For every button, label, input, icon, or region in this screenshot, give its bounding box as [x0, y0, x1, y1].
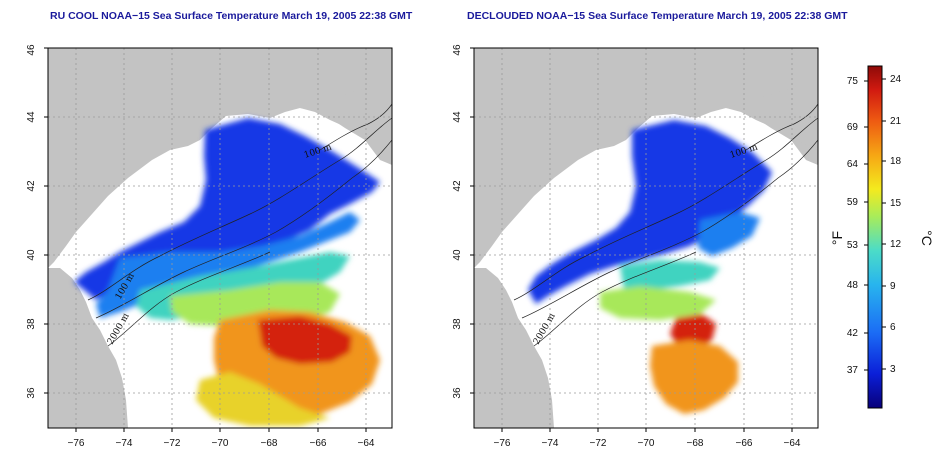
x-tick-label: −68	[687, 438, 704, 449]
sst-green-band	[600, 286, 716, 320]
x-tick-label: −70	[212, 438, 229, 449]
x-tick-label: −66	[310, 438, 327, 449]
celsius-unit-label: °C	[919, 230, 935, 246]
y-tick-label: 46	[26, 44, 37, 56]
y-tick-label: 42	[452, 180, 463, 192]
fahrenheit-tick-label: 53	[847, 240, 859, 251]
x-tick-labels-right: −76 −74 −72 −70 −68 −66 −64	[494, 438, 801, 449]
fahrenheit-tick-label: 37	[847, 365, 859, 376]
fahrenheit-tick-labels: 75 69 64 59 53 48 42 37	[847, 76, 859, 376]
x-tick-label: −68	[261, 438, 278, 449]
sst-cool-shelf	[698, 212, 760, 256]
sst-warm-eddy	[650, 340, 738, 414]
land-nova-scotia	[726, 82, 818, 150]
y-tick-label: 38	[26, 318, 37, 330]
y-tick-labels-left: 36 38 40 42 44 46	[26, 44, 37, 399]
sst-teal-band	[620, 260, 720, 290]
colorbar-ticks	[864, 78, 886, 371]
fahrenheit-tick-label: 42	[847, 328, 859, 339]
celsius-tick-labels: 24 21 18 15 12 9 6 3	[890, 74, 902, 375]
celsius-tick-label: 24	[890, 74, 902, 85]
x-tick-labels-left: −76 −74 −72 −70 −68 −66 −64	[68, 438, 375, 449]
celsius-tick-label: 12	[890, 239, 902, 250]
celsius-tick-label: 3	[890, 364, 896, 375]
x-tick-label: −72	[164, 438, 181, 449]
ticks-left	[44, 47, 367, 432]
x-tick-label: −76	[68, 438, 85, 449]
fahrenheit-tick-label: 48	[847, 280, 859, 291]
fahrenheit-tick-label: 64	[847, 159, 859, 170]
grid-right	[474, 48, 818, 428]
y-tick-label: 38	[452, 318, 463, 330]
sst-hot-core	[670, 314, 716, 350]
y-tick-label: 42	[26, 180, 37, 192]
ticks-right	[470, 47, 793, 432]
colorbar-gradient	[867, 65, 883, 409]
sst-map-declouded: 100 m 2000 m −76 −74 −72 −70 −68 −66 −64…	[452, 44, 819, 449]
bathymetry-contours-right	[513, 103, 818, 347]
land-us-coast	[48, 268, 128, 428]
x-tick-label: −76	[494, 438, 511, 449]
x-tick-label: −74	[542, 438, 559, 449]
sst-yellow-edge	[196, 372, 330, 426]
fahrenheit-unit-label: °F	[829, 231, 845, 245]
x-tick-label: −64	[358, 438, 375, 449]
y-tick-label: 44	[26, 111, 37, 123]
celsius-tick-label: 21	[890, 116, 902, 127]
y-tick-label: 40	[26, 249, 37, 261]
celsius-tick-label: 15	[890, 198, 902, 209]
land-us-coast	[474, 268, 554, 428]
x-tick-label: −66	[736, 438, 753, 449]
fahrenheit-tick-label: 75	[847, 76, 859, 87]
bathymetry-contours-left	[87, 103, 392, 347]
sst-hot-core	[258, 316, 352, 364]
map-title-raw: RU COOL NOAA−15 Sea Surface Temperature …	[50, 10, 413, 22]
sst-map-raw: 100 m 2000 m 100 m −76 −74 −72 −70 −68 −…	[26, 44, 393, 449]
y-tick-labels-right: 36 38 40 42 44 46	[452, 44, 463, 399]
land-nova-scotia	[300, 82, 392, 150]
y-tick-label: 46	[452, 44, 463, 56]
land-canada	[474, 48, 818, 268]
y-tick-label: 40	[452, 249, 463, 261]
y-tick-label: 36	[26, 387, 37, 399]
map-title-declouded: DECLOUDED NOAA−15 Sea Surface Temperatur…	[467, 10, 848, 22]
x-tick-label: −64	[784, 438, 801, 449]
x-tick-label: −72	[590, 438, 607, 449]
sst-cold-gulf-of-maine	[528, 120, 772, 304]
x-tick-label: −74	[116, 438, 133, 449]
x-tick-label: −70	[638, 438, 655, 449]
fahrenheit-tick-label: 69	[847, 122, 859, 133]
fahrenheit-tick-label: 59	[847, 197, 859, 208]
y-tick-label: 36	[452, 387, 463, 399]
y-tick-label: 44	[452, 111, 463, 123]
temperature-colorbar: 75 69 64 59 53 48 42 37 24 21 18 15 12 9…	[829, 65, 935, 409]
grid-left	[48, 48, 392, 428]
land-canada	[48, 48, 392, 268]
celsius-tick-label: 6	[890, 322, 896, 333]
celsius-tick-label: 9	[890, 281, 896, 292]
celsius-tick-label: 18	[890, 156, 902, 167]
